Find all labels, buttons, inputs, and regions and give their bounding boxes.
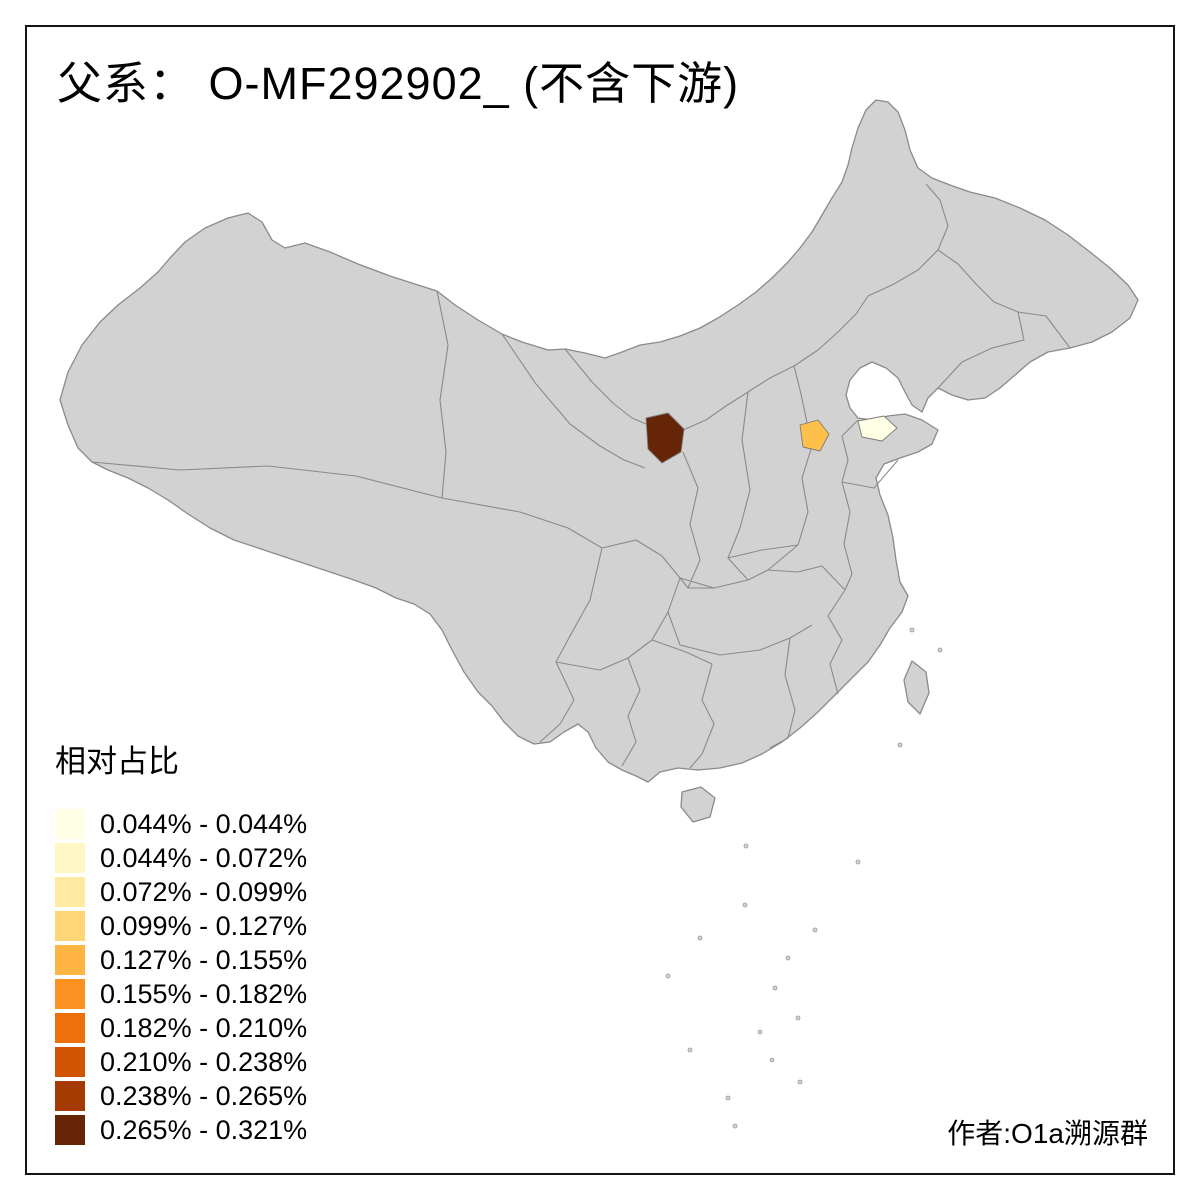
legend-color-swatch	[55, 843, 85, 873]
legend-range-label: 0.072% - 0.099%	[100, 876, 308, 907]
attribution: 作者:O1a溯源群	[947, 1118, 1148, 1149]
province-borders	[91, 183, 1071, 769]
legend-range-label: 0.099% - 0.127%	[100, 910, 308, 941]
hainan-island	[680, 786, 716, 823]
legend-range-label: 0.044% - 0.072%	[100, 842, 308, 873]
legend-color-swatch	[55, 1013, 85, 1043]
legend-color-swatch	[55, 979, 85, 1009]
legend-item: 0.044% - 0.072%	[55, 841, 307, 875]
legend-item: 0.238% - 0.265%	[55, 1079, 307, 1113]
legend-items: 0.044% - 0.044% 0.044% - 0.072% 0.072% - 0…	[55, 807, 307, 1147]
highlight-region-mid	[799, 419, 830, 452]
legend-item: 0.072% - 0.099%	[55, 875, 307, 909]
south-china-sea-islands	[665, 627, 943, 1129]
legend: 相对占比 0.044% - 0.044% 0.044% - 0.072% 0.072…	[55, 736, 307, 1147]
legend-range-label: 0.155% - 0.182%	[100, 978, 308, 1009]
legend-title: 相对占比	[55, 744, 179, 779]
highlight-region-lowest	[857, 415, 898, 442]
legend-color-swatch	[55, 877, 85, 907]
legend-color-swatch	[55, 1047, 85, 1077]
page-title: 父系： O-MF292902_ (不含下游)	[57, 58, 740, 109]
highlight-region-highest	[645, 412, 685, 464]
legend-item: 0.044% - 0.044%	[55, 807, 307, 841]
china-mainland-shape	[59, 99, 1139, 783]
legend-color-swatch	[55, 945, 85, 975]
legend-item: 0.182% - 0.210%	[55, 1011, 307, 1045]
legend-color-swatch	[55, 809, 85, 839]
legend-item: 0.210% - 0.238%	[55, 1045, 307, 1079]
legend-range-label: 0.265% - 0.321%	[100, 1114, 308, 1145]
legend-item: 0.099% - 0.127%	[55, 909, 307, 943]
legend-item: 0.127% - 0.155%	[55, 943, 307, 977]
legend-range-label: 0.127% - 0.155%	[100, 944, 308, 975]
legend-range-label: 0.182% - 0.210%	[100, 1012, 308, 1043]
legend-range-label: 0.238% - 0.265%	[100, 1080, 308, 1111]
legend-range-label: 0.210% - 0.238%	[100, 1046, 308, 1077]
legend-color-swatch	[55, 911, 85, 941]
legend-range-label: 0.044% - 0.044%	[100, 808, 308, 839]
legend-item: 0.155% - 0.182%	[55, 977, 307, 1011]
taiwan-island	[903, 660, 930, 715]
legend-color-swatch	[55, 1081, 85, 1111]
legend-item: 0.265% - 0.321%	[55, 1113, 307, 1147]
legend-color-swatch	[55, 1115, 85, 1145]
